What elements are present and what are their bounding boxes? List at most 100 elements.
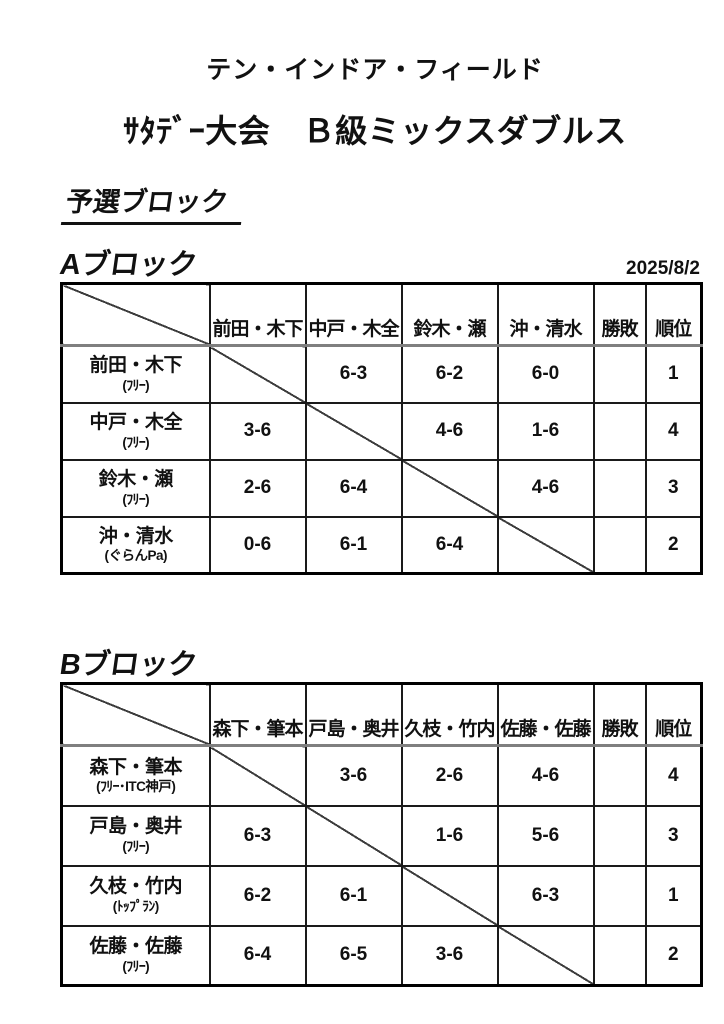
opponent-header-cell: 沖・清水 [496,282,595,347]
opponent-header-cell: 中戸・木全 [304,282,403,347]
score-cell: 6-3 [304,344,403,404]
opponent-header-cell: 佐藤・佐藤 [496,682,595,747]
section-heading-text: 予選ブロック [60,180,248,225]
rank-cell: 3 [644,804,703,867]
score-cell: 2-6 [208,458,307,518]
win-loss-cell [592,515,647,575]
win-loss-header-cell: 勝敗 [592,282,647,347]
matrix-corner-cell [60,282,211,347]
block-a-results-table: 前田・木下 中戸・木全 鈴木・瀬 沖・清水 勝敗 順位 前田・木下 (ﾌﾘｰ) … [60,282,703,575]
team-club: (ﾌﾘｰ) [122,958,150,974]
score-cell: 4-6 [496,458,595,518]
score-cell: 6-4 [208,924,307,987]
table-row: 中戸・木全 (ﾌﾘｰ) 3-6 4-6 1-6 4 [60,401,703,461]
team-name-cell: 鈴木・瀬 (ﾌﾘｰ) [60,458,211,518]
self-match-cell [304,401,403,461]
block-b-title: Bブロック [57,649,200,681]
score-cell: 4-6 [400,401,499,461]
team-name: 鈴木・瀬 [98,468,174,490]
rank-cell: 1 [644,344,703,404]
score-cell: 6-2 [208,864,307,927]
table-row: 久枝・竹内 (ﾄｯﾌﾟﾗﾝ) 6-2 6-1 6-3 1 [60,864,703,927]
table-row: 鈴木・瀬 (ﾌﾘｰ) 2-6 6-4 4-6 3 [60,458,703,518]
team-name-cell: 森下・筆本 (ﾌﾘｰ･ITC神戸) [60,744,211,807]
rank-cell: 2 [644,924,703,987]
score-cell: 6-4 [304,458,403,518]
table-row: 森下・筆本 (ﾌﾘｰ･ITC神戸) 3-6 2-6 4-6 4 [60,744,703,807]
score-cell: 5-6 [496,804,595,867]
win-loss-cell [592,401,647,461]
block-a: Aブロック 2025/8/2 前田・木下 中戸・木全 鈴木・瀬 沖・清水 勝敗 … [57,244,703,575]
opponent-header-cell: 戸島・奥井 [304,682,403,747]
score-cell: 1-6 [496,401,595,461]
team-name-cell: 戸島・奥井 (ﾌﾘｰ) [60,804,211,867]
score-cell: 3-6 [304,744,403,807]
win-loss-cell [592,744,647,807]
opponent-header-cell: 森下・筆本 [208,682,307,747]
team-name: 前田・木下 [89,355,182,377]
win-loss-cell [592,924,647,987]
score-cell: 1-6 [400,804,499,867]
venue-title: テン・インドア・フィールド [206,56,544,84]
team-name-cell: 沖・清水 (ぐらんPa) [60,515,211,575]
block-a-head: Aブロック 2025/8/2 [57,244,700,282]
team-name: 森下・筆本 [89,756,182,778]
self-match-cell [208,344,307,404]
team-name: 佐藤・佐藤 [89,936,182,958]
score-cell: 6-1 [304,515,403,575]
table-row: 沖・清水 (ぐらんPa) 0-6 6-1 6-4 2 [60,515,703,575]
score-cell: 6-5 [304,924,403,987]
block-a-title: Aブロック [57,249,200,281]
rank-header-cell: 順位 [644,282,703,347]
team-club: (ﾌﾘｰ･ITC神戸) [96,779,176,795]
score-cell: 2-6 [400,744,499,807]
rank-cell: 4 [644,401,703,461]
event-title: ｻﾀﾃﾞｰ大会 Ｂ級ミックスダブルス [123,113,627,149]
score-cell: 4-6 [496,744,595,807]
matrix-corner-cell [60,682,211,747]
table-row: 前田・木下 (ﾌﾘｰ) 6-3 6-2 6-0 1 [60,344,703,404]
team-club: (ﾄｯﾌﾟﾗﾝ) [112,899,159,915]
team-name: 久枝・竹内 [89,876,182,898]
section-heading: 予選ブロック [60,180,248,225]
team-name: 中戸・木全 [89,411,182,433]
rank-cell: 2 [644,515,703,575]
team-name-cell: 佐藤・佐藤 (ﾌﾘｰ) [60,924,211,987]
score-cell: 6-3 [496,864,595,927]
score-cell: 0-6 [208,515,307,575]
block-b-head: Bブロック [57,644,700,682]
rank-cell: 1 [644,864,703,927]
self-match-cell [400,864,499,927]
block-a-date: 2025/8/2 [626,258,700,279]
self-match-cell [304,804,403,867]
opponent-header-cell: 鈴木・瀬 [400,282,499,347]
win-loss-cell [592,458,647,518]
score-cell: 6-1 [304,864,403,927]
score-cell: 3-6 [208,401,307,461]
score-cell: 6-2 [400,344,499,404]
self-match-cell [496,515,595,575]
score-cell: 6-0 [496,344,595,404]
team-name-cell: 久枝・竹内 (ﾄｯﾌﾟﾗﾝ) [60,864,211,927]
team-club: (ぐらんPa) [104,548,167,564]
win-loss-cell [592,864,647,927]
win-loss-cell [592,344,647,404]
team-club: (ﾌﾘｰ) [122,377,150,393]
win-loss-cell [592,804,647,867]
score-cell: 6-3 [208,804,307,867]
team-club: (ﾌﾘｰ) [122,839,150,855]
opponent-header-cell: 前田・木下 [208,282,307,347]
self-match-cell [400,458,499,518]
team-name-cell: 中戸・木全 (ﾌﾘｰ) [60,401,211,461]
table-row: 佐藤・佐藤 (ﾌﾘｰ) 6-4 6-5 3-6 2 [60,924,703,987]
block-b: Bブロック 森下・筆本 戸島・奥井 久枝・竹内 佐藤・佐藤 勝敗 順位 [57,644,703,987]
team-name-cell: 前田・木下 (ﾌﾘｰ) [60,344,211,404]
score-cell: 3-6 [400,924,499,987]
self-match-cell [208,744,307,807]
team-club: (ﾌﾘｰ) [122,434,150,450]
score-cell: 6-4 [400,515,499,575]
block-b-results-table: 森下・筆本 戸島・奥井 久枝・竹内 佐藤・佐藤 勝敗 順位 森下・筆本 (ﾌﾘｰ… [60,682,703,987]
self-match-cell [496,924,595,987]
rank-header-cell: 順位 [644,682,703,747]
